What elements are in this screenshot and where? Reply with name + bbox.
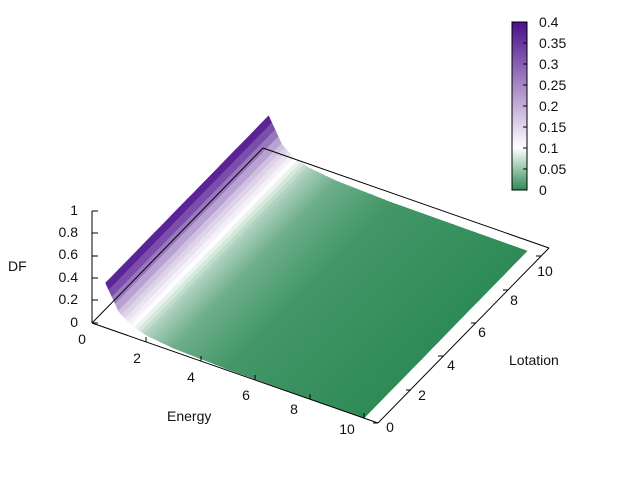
z-tick-label: 0.6 [59, 246, 79, 262]
colorbar-tick-label: 0.05 [539, 161, 566, 177]
x-ticks: 0 2 4 6 8 10 [78, 318, 365, 437]
axes [91, 147, 550, 424]
colorbar-ticks: 0 0.05 0.1 0.15 0.2 0.25 0.3 0.35 0.4 [523, 14, 566, 198]
x-tick-label: 8 [290, 401, 298, 417]
y-tick-label: 8 [510, 292, 518, 308]
y-axis-label: Lotation [509, 352, 559, 368]
x-tick-label: 4 [187, 369, 195, 385]
colorbar-tick-label: 0.4 [539, 14, 559, 30]
x-tick-label: 10 [339, 421, 355, 437]
z-tick-label: 0.8 [59, 224, 79, 240]
y-tick-label: 2 [418, 387, 426, 403]
y-tick-label: 0 [386, 419, 394, 435]
x-tick-label: 2 [133, 350, 141, 366]
x-tick-label: 0 [78, 331, 86, 347]
y-tick-label: 10 [537, 263, 553, 279]
z-tick-label: 0.4 [59, 269, 79, 285]
y-axis-line [377, 247, 550, 424]
z-tick-label: 1 [70, 202, 78, 218]
back-axis-line-2 [262, 147, 550, 249]
y-tick-label: 4 [447, 357, 455, 373]
back-axis-line [91, 147, 264, 324]
y-ticks: 0 2 4 6 8 10 [373, 255, 553, 435]
z-axis-label: DF [8, 258, 27, 274]
colorbar-tick-label: 0.35 [539, 35, 566, 51]
colorbar-tick-label: 0.1 [539, 140, 559, 156]
z-ticks: 0 0.2 0.4 0.6 0.8 1 [59, 202, 98, 330]
z-tick-label: 0 [70, 314, 78, 330]
colorbar-tick-label: 0.2 [539, 98, 559, 114]
colorbar-tick-label: 0.3 [539, 56, 559, 72]
y-tick-label: 6 [478, 324, 486, 340]
x-axis-line [91, 322, 379, 424]
colorbar-tick-label: 0.15 [539, 119, 566, 135]
x-tick-label: 6 [242, 387, 250, 403]
z-tick-label: 0.2 [59, 291, 79, 307]
surface [105, 115, 528, 419]
colorbar-tick-label: 0.25 [539, 77, 566, 93]
colorbar: 0 0.05 0.1 0.15 0.2 0.25 0.3 0.35 0.4 [511, 14, 566, 198]
x-axis-label: Energy [167, 408, 211, 424]
colorbar-tick-label: 0 [539, 182, 547, 198]
